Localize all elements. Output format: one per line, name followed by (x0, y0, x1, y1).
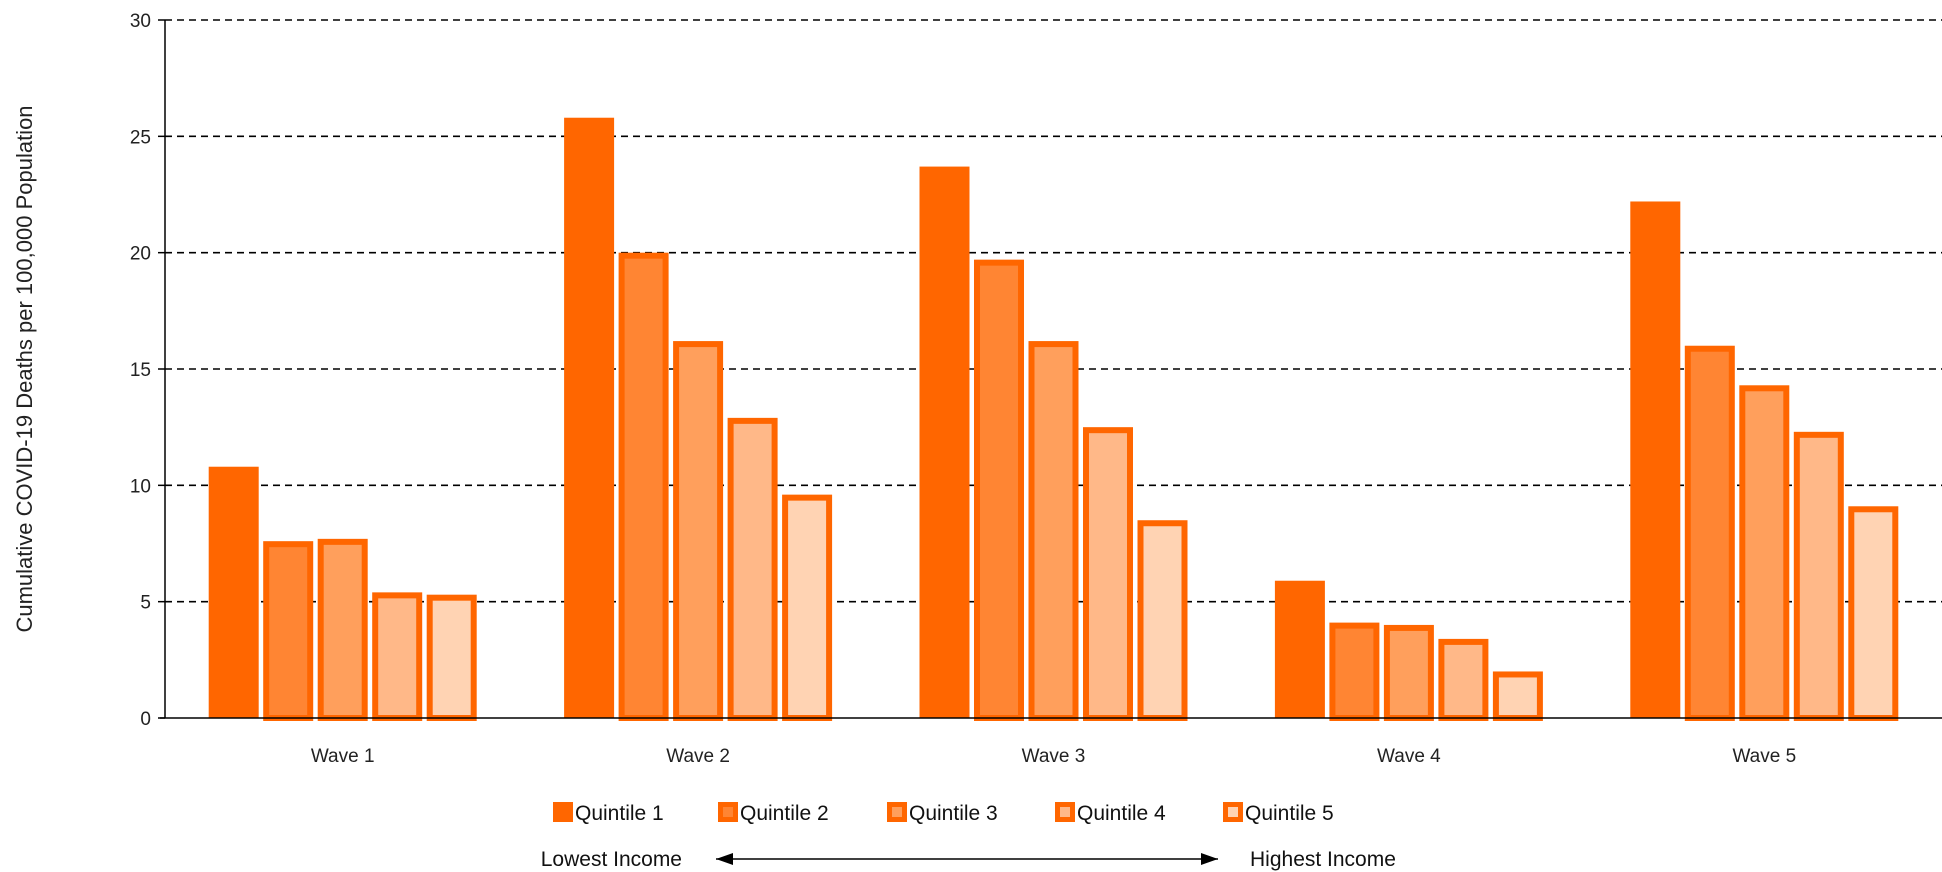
legend-item: Quintile 3 (890, 802, 998, 825)
bar-quintile-5-wave-5 (1851, 509, 1895, 718)
y-tick-label: 15 (130, 360, 151, 381)
bar-quintile-4-wave-4 (1441, 642, 1485, 718)
legend-swatch (553, 802, 573, 822)
legend-label: Quintile 2 (740, 802, 829, 825)
bar-quintile-1-wave-5 (1630, 201, 1680, 718)
income-arrow-left-head (716, 853, 733, 865)
legend-label: Quintile 5 (1245, 802, 1334, 825)
legend-label: Quintile 4 (1077, 802, 1166, 825)
bar-quintile-1-wave-2 (564, 118, 614, 718)
bar-quintile-4-wave-3 (1086, 430, 1130, 718)
legend-swatch (1058, 805, 1073, 820)
x-tick-label: Wave 4 (1377, 746, 1441, 767)
x-tick-label: Wave 5 (1732, 746, 1796, 767)
legend-label: Quintile 1 (575, 802, 664, 825)
bar-quintile-3-wave-5 (1742, 388, 1786, 718)
y-tick-label: 30 (130, 11, 151, 32)
income-arrow-right-head (1201, 853, 1218, 865)
legend-item: Quintile 4 (1058, 802, 1167, 825)
legend-item: Quintile 2 (721, 802, 829, 825)
bar-quintile-2-wave-4 (1332, 626, 1376, 718)
legend: Quintile 1 Quintile 2 Quintile 3 Quintile 4… (553, 802, 1334, 825)
bar-quintile-5-wave-3 (1141, 523, 1185, 718)
y-tick-label: 10 (130, 476, 151, 497)
x-tick-label: Wave 1 (311, 746, 375, 767)
bar-quintile-1-wave-4 (1275, 581, 1325, 718)
bars (209, 118, 1896, 718)
bar-quintile-2-wave-2 (622, 256, 666, 718)
legend-swatch (1226, 805, 1241, 820)
x-tick-label: Wave 2 (666, 746, 730, 767)
income-high-label: Highest Income (1250, 848, 1396, 871)
bar-quintile-5-wave-4 (1496, 674, 1540, 718)
bar-quintile-1-wave-1 (209, 467, 259, 718)
y-tick-label: 20 (130, 244, 151, 265)
legend-swatch (721, 805, 736, 820)
bar-quintile-3-wave-1 (321, 542, 365, 718)
bar-quintile-3-wave-4 (1387, 628, 1431, 718)
bar-quintile-4-wave-1 (375, 595, 419, 718)
bar-quintile-3-wave-2 (676, 344, 720, 718)
income-low-label: Lowest Income (541, 848, 682, 871)
bar-quintile-1-wave-3 (920, 167, 970, 718)
bar-quintile-4-wave-5 (1797, 435, 1841, 718)
bar-quintile-4-wave-2 (731, 421, 775, 718)
x-axis-ticks: Wave 1 Wave 2 Wave 3 Wave 4 Wave 5 (311, 746, 1796, 767)
y-axis-ticks: 0 5 10 15 20 25 30 (130, 11, 165, 730)
bar-quintile-2-wave-5 (1688, 349, 1732, 718)
y-tick-label: 0 (140, 709, 151, 730)
y-tick-label: 25 (130, 127, 151, 148)
bar-quintile-3-wave-3 (1032, 344, 1076, 718)
bar-quintile-5-wave-1 (430, 598, 474, 718)
y-axis-label: Cumulative COVID-19 Deaths per 100,000 P… (12, 105, 37, 632)
x-tick-label: Wave 3 (1022, 746, 1086, 767)
legend-swatch (890, 805, 905, 820)
legend-label: Quintile 3 (909, 802, 998, 825)
income-axis: Lowest Income Highest Income (541, 848, 1396, 871)
y-tick-label: 5 (140, 593, 151, 614)
legend-item: Quintile 5 (1226, 802, 1334, 825)
bar-quintile-5-wave-2 (785, 498, 829, 718)
bar-quintile-2-wave-3 (977, 263, 1021, 718)
legend-item: Quintile 1 (553, 802, 664, 825)
bar-quintile-2-wave-1 (266, 544, 310, 718)
